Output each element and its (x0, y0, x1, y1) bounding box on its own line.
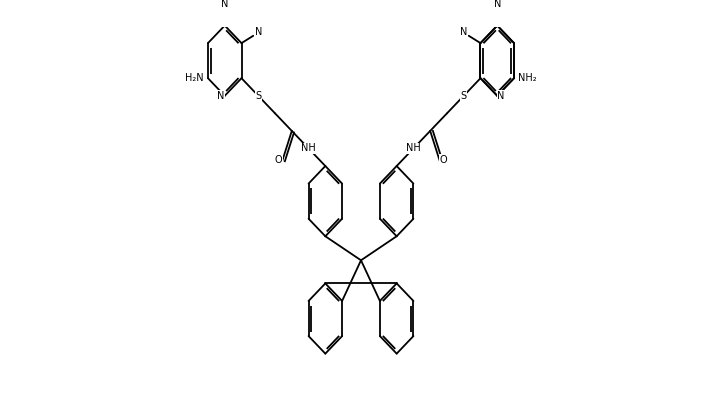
Text: N: N (460, 27, 467, 37)
Text: NH: NH (406, 143, 421, 154)
Text: S: S (255, 91, 261, 101)
Text: NH₂: NH₂ (518, 73, 537, 83)
Text: N: N (217, 91, 225, 101)
Text: N: N (255, 27, 262, 37)
Text: H₂N: H₂N (185, 73, 204, 83)
Text: S: S (461, 91, 467, 101)
Text: N: N (497, 91, 505, 101)
Text: NH: NH (301, 143, 316, 154)
Text: N: N (494, 0, 501, 9)
Text: O: O (440, 155, 448, 165)
Text: N: N (221, 0, 228, 9)
Text: O: O (274, 155, 282, 165)
